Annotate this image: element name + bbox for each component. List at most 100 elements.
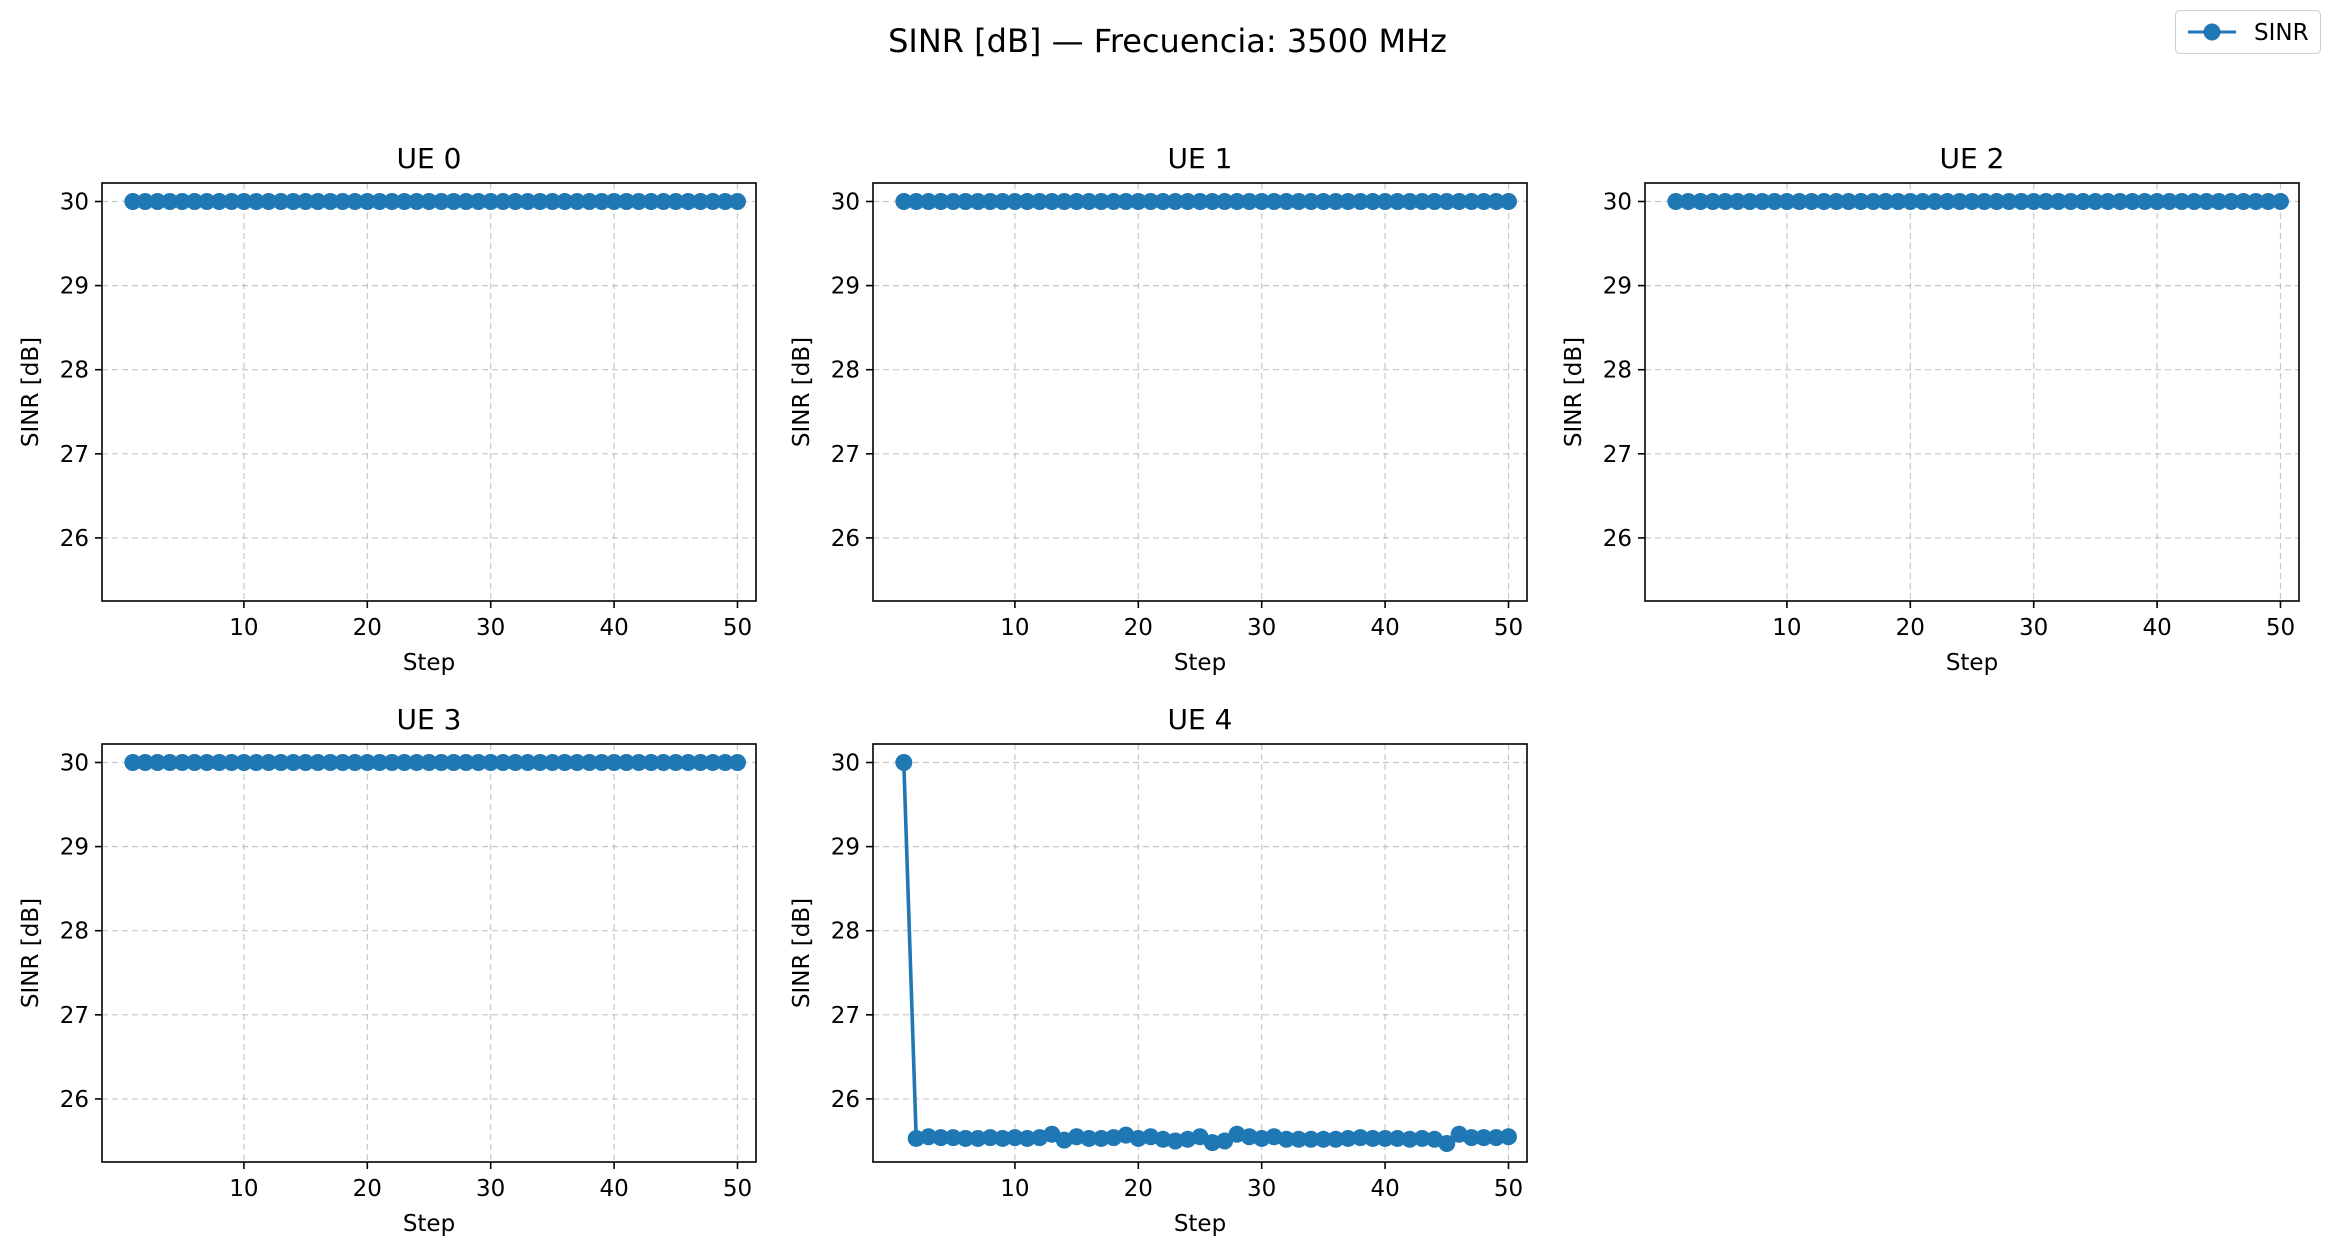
data-point xyxy=(321,193,339,211)
data-point xyxy=(1889,193,1907,211)
data-point xyxy=(223,754,241,772)
data-point xyxy=(1302,193,1320,211)
x-axis-label: Step xyxy=(1174,650,1226,676)
data-point xyxy=(1351,1129,1369,1147)
data-point xyxy=(149,193,167,211)
data-point xyxy=(2185,193,2203,211)
x-tick-label: 40 xyxy=(2142,615,2171,641)
y-tick-label: 26 xyxy=(1603,526,1632,552)
x-tick-label: 30 xyxy=(2019,615,2048,641)
data-point xyxy=(1778,193,1796,211)
y-tick-label: 27 xyxy=(831,1003,860,1029)
data-point xyxy=(716,193,734,211)
data-point xyxy=(186,754,204,772)
data-point xyxy=(691,193,709,211)
data-point xyxy=(334,754,352,772)
data-point xyxy=(247,754,265,772)
x-tick-label: 30 xyxy=(1247,1176,1276,1202)
y-tick-label: 29 xyxy=(831,274,860,300)
data-point xyxy=(2148,193,2166,211)
data-point xyxy=(605,754,623,772)
data-point xyxy=(981,193,999,211)
data-point xyxy=(1216,193,1234,211)
data-point xyxy=(1864,193,1882,211)
data-point xyxy=(994,1129,1012,1147)
data-point xyxy=(161,193,179,211)
data-point xyxy=(2000,193,2018,211)
data-point xyxy=(1499,193,1517,211)
y-tick-label: 27 xyxy=(831,442,860,468)
data-point xyxy=(210,193,228,211)
data-point xyxy=(1018,1129,1036,1147)
data-point xyxy=(642,193,660,211)
y-axis-label: SINR [dB] xyxy=(789,337,815,447)
data-point xyxy=(519,754,537,772)
data-point xyxy=(1055,193,1073,211)
data-point xyxy=(2086,193,2104,211)
data-point xyxy=(346,754,364,772)
data-point xyxy=(630,754,648,772)
data-point xyxy=(1339,1129,1357,1147)
data-point xyxy=(494,193,512,211)
data-point xyxy=(1080,1129,1098,1147)
data-point xyxy=(654,754,672,772)
data-point xyxy=(1938,193,1956,211)
data-point xyxy=(932,193,950,211)
data-point xyxy=(1475,1129,1493,1147)
data-point xyxy=(2062,193,2080,211)
data-point xyxy=(469,193,487,211)
x-tick-label: 20 xyxy=(1896,615,1925,641)
data-point xyxy=(1290,193,1308,211)
figure-title: SINR [dB] — Frecuencia: 3500 MHz xyxy=(888,22,1447,60)
data-point xyxy=(2222,193,2240,211)
x-tick-label: 40 xyxy=(1370,1176,1399,1202)
x-tick-label: 20 xyxy=(353,1176,382,1202)
data-point xyxy=(932,1129,950,1147)
data-point xyxy=(1499,1128,1517,1146)
data-point xyxy=(1364,193,1382,211)
data-point xyxy=(593,754,611,772)
data-point xyxy=(346,193,364,211)
data-point xyxy=(957,1129,975,1147)
data-point xyxy=(1766,193,1784,211)
data-point xyxy=(2136,193,2154,211)
x-tick-label: 20 xyxy=(1124,615,1153,641)
data-point xyxy=(1852,193,1870,211)
data-point xyxy=(297,754,315,772)
data-point xyxy=(1154,193,1172,211)
data-point xyxy=(210,754,228,772)
x-tick-label: 10 xyxy=(229,1176,258,1202)
data-point xyxy=(568,754,586,772)
x-tick-label: 40 xyxy=(599,1176,628,1202)
data-point xyxy=(2123,193,2141,211)
data-point xyxy=(1401,193,1419,211)
y-tick-label: 29 xyxy=(831,835,860,861)
y-tick-label: 26 xyxy=(831,526,860,552)
data-point xyxy=(1314,1130,1332,1148)
data-point xyxy=(920,1128,938,1146)
data-point xyxy=(1926,193,1944,211)
data-point xyxy=(617,754,635,772)
x-tick-label: 10 xyxy=(229,615,258,641)
data-point xyxy=(630,193,648,211)
subplot-title: UE 3 xyxy=(397,703,462,736)
x-tick-label: 50 xyxy=(2266,615,2295,641)
data-point xyxy=(1105,193,1123,211)
data-point xyxy=(704,754,722,772)
y-tick-label: 26 xyxy=(60,526,89,552)
x-tick-label: 30 xyxy=(476,1176,505,1202)
data-point xyxy=(704,193,722,211)
data-point xyxy=(272,193,290,211)
x-tick-label: 10 xyxy=(1000,615,1029,641)
data-point xyxy=(969,1129,987,1147)
data-point xyxy=(235,193,253,211)
data-point xyxy=(895,754,913,772)
data-point xyxy=(728,754,746,772)
data-point xyxy=(1450,193,1468,211)
data-point xyxy=(1914,193,1932,211)
data-point xyxy=(124,193,142,211)
data-point xyxy=(1729,193,1747,211)
data-point xyxy=(2074,193,2092,211)
data-point xyxy=(321,754,339,772)
data-point xyxy=(1462,1129,1480,1147)
